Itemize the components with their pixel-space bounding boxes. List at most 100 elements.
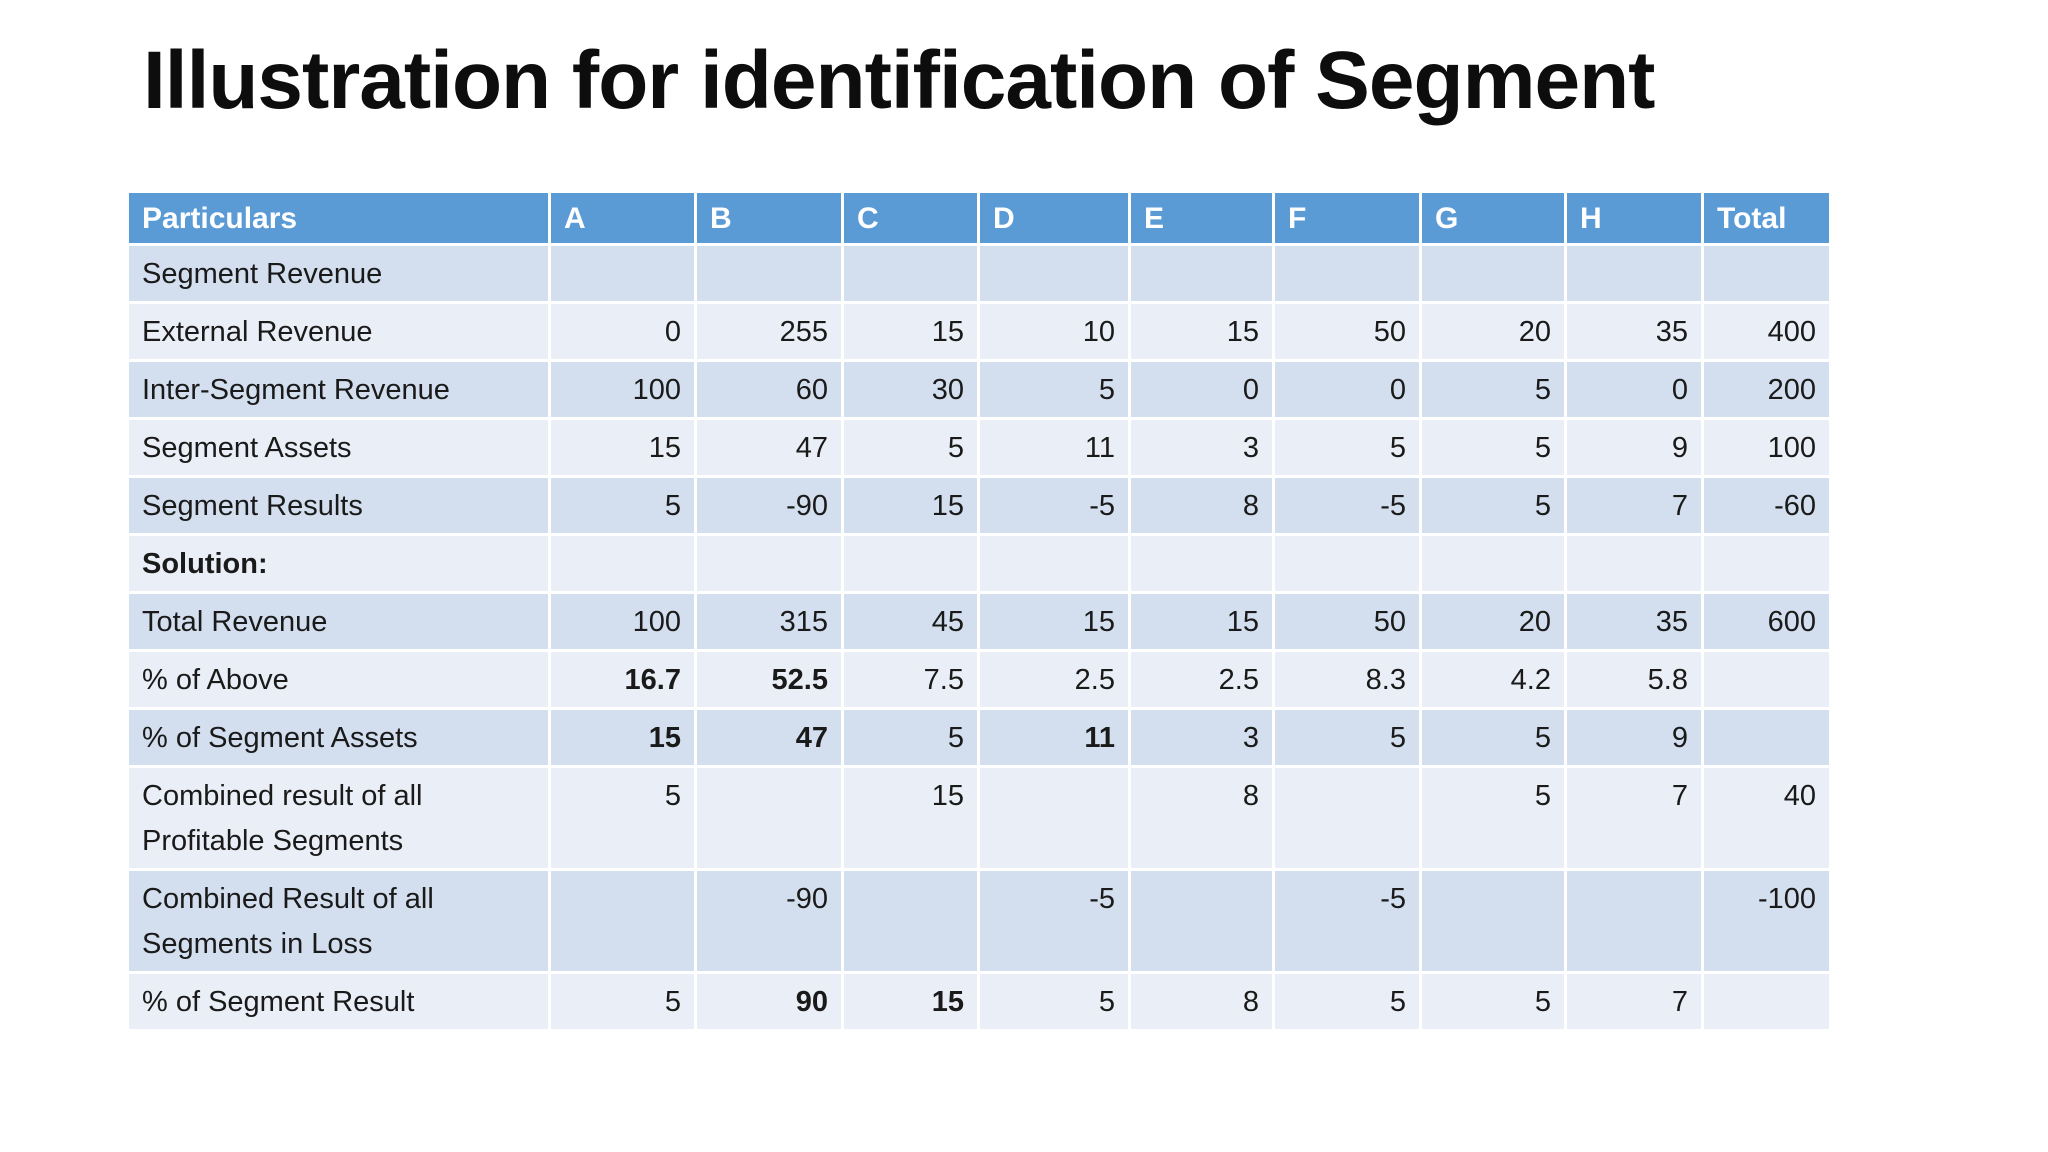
table-cell (841, 243, 980, 304)
table-cell: 50 (1272, 301, 1422, 362)
column-header-total: Total (1701, 190, 1832, 246)
table-cell: 47 (694, 707, 844, 768)
table-row: Solution: (126, 533, 1832, 594)
table-cell (694, 243, 844, 304)
table-cell: 8 (1128, 971, 1275, 1032)
table-row: Inter-Segment Revenue 100 60 30 5 0 0 5 0 200 (126, 359, 1832, 420)
table-cell (1564, 868, 1704, 974)
table-cell (1419, 868, 1567, 974)
table-cell: 5 (1272, 707, 1422, 768)
table-cell: 5 (548, 971, 697, 1032)
table-cell: 5 (1419, 359, 1567, 420)
table-cell: 2.5 (1128, 649, 1275, 710)
table-cell: 90 (694, 971, 844, 1032)
table-cell: 47 (694, 417, 844, 478)
table-row: Segment Results 5 -90 15 -5 8 -5 5 7 -60 (126, 475, 1832, 536)
table-cell: 4.2 (1419, 649, 1567, 710)
table-cell: 5 (977, 971, 1131, 1032)
table-cell (1419, 243, 1567, 304)
table-cell (694, 765, 844, 871)
table-cell: -5 (1272, 868, 1422, 974)
table-cell: 100 (548, 591, 697, 652)
table-cell: 20 (1419, 301, 1567, 362)
table-cell: 5 (1419, 765, 1567, 871)
table-cell (1701, 243, 1832, 304)
table-cell: 40 (1701, 765, 1832, 871)
row-label: Segment Assets (126, 417, 551, 478)
table-row: % of Segment Assets 15 47 5 11 3 5 5 9 (126, 707, 1832, 768)
table-cell: 0 (1564, 359, 1704, 420)
column-header-b: B (694, 190, 844, 246)
table-cell (1564, 533, 1704, 594)
table-cell: 15 (1128, 591, 1275, 652)
table-cell: 7 (1564, 765, 1704, 871)
table-cell: 255 (694, 301, 844, 362)
row-label: Combined Result of all Segments in Loss (126, 868, 551, 974)
table-cell (548, 868, 697, 974)
table-cell: 60 (694, 359, 844, 420)
table-cell: -5 (1272, 475, 1422, 536)
table-cell: 7 (1564, 971, 1704, 1032)
slide-title: Illustration for identification of Segme… (143, 35, 1655, 126)
table-cell: 50 (1272, 591, 1422, 652)
table-cell: 100 (548, 359, 697, 420)
column-header-a: A (548, 190, 697, 246)
table-cell: 200 (1701, 359, 1832, 420)
table-cell (841, 868, 980, 974)
table-cell: 0 (1128, 359, 1275, 420)
row-label: Segment Revenue (126, 243, 551, 304)
table-row: External Revenue 0 255 15 10 15 50 20 35 400 (126, 301, 1832, 362)
table-cell: 5 (1419, 707, 1567, 768)
table-cell (977, 533, 1131, 594)
table-cell (1128, 533, 1275, 594)
table-cell (548, 533, 697, 594)
table-cell: 30 (841, 359, 980, 420)
column-header-h: H (1564, 190, 1704, 246)
table-cell (1419, 533, 1567, 594)
table-cell: 5 (1419, 417, 1567, 478)
table-cell: 7 (1564, 475, 1704, 536)
table-cell: 35 (1564, 301, 1704, 362)
table-cell: 8 (1128, 475, 1275, 536)
table-cell: 5 (1419, 475, 1567, 536)
table-cell (1272, 533, 1422, 594)
row-label: % of Above (126, 649, 551, 710)
table-cell (1701, 533, 1832, 594)
row-label: Total Revenue (126, 591, 551, 652)
table-cell: -100 (1701, 868, 1832, 974)
table-cell: 7.5 (841, 649, 980, 710)
table-cell: 3 (1128, 417, 1275, 478)
table-cell: -90 (694, 868, 844, 974)
table-cell: 8.3 (1272, 649, 1422, 710)
table-row: Combined result of all Profitable Segmen… (126, 765, 1832, 871)
table-cell: 15 (977, 591, 1131, 652)
table-cell (977, 765, 1131, 871)
table-cell: 5 (1272, 417, 1422, 478)
table-cell: 20 (1419, 591, 1567, 652)
table-cell: 15 (1128, 301, 1275, 362)
table-cell: 5 (977, 359, 1131, 420)
row-label: External Revenue (126, 301, 551, 362)
table-cell: 5.8 (1564, 649, 1704, 710)
table-cell: 15 (841, 971, 980, 1032)
table-cell: 5 (548, 765, 697, 871)
table-cell: 5 (841, 707, 980, 768)
row-label: Inter-Segment Revenue (126, 359, 551, 420)
table-row: Total Revenue 100 315 45 15 15 50 20 35 600 (126, 591, 1832, 652)
table-cell: 600 (1701, 591, 1832, 652)
column-header-d: D (977, 190, 1131, 246)
table-cell: 0 (548, 301, 697, 362)
column-header-particulars: Particulars (126, 190, 551, 246)
table-cell: -5 (977, 868, 1131, 974)
row-label: Solution: (126, 533, 551, 594)
table-cell: 315 (694, 591, 844, 652)
table-cell: 35 (1564, 591, 1704, 652)
table-cell (1701, 707, 1832, 768)
table-cell (1128, 868, 1275, 974)
table-header-row: Particulars A B C D E F G H Total (126, 190, 1832, 246)
table-cell: 2.5 (977, 649, 1131, 710)
table-cell: 3 (1128, 707, 1275, 768)
table-cell (548, 243, 697, 304)
table-cell: 45 (841, 591, 980, 652)
